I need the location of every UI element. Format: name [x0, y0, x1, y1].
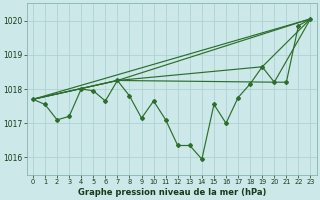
X-axis label: Graphe pression niveau de la mer (hPa): Graphe pression niveau de la mer (hPa) [77, 188, 266, 197]
